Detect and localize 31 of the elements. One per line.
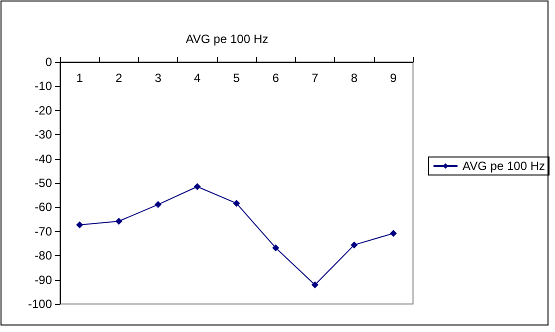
- y-tick-label: -100: [28, 297, 52, 311]
- chart-title: AVG pe 100 Hz: [186, 32, 268, 46]
- point: [194, 183, 201, 190]
- point: [390, 230, 397, 237]
- y-tick-label: -50: [34, 176, 52, 190]
- point: [115, 218, 122, 225]
- point: [233, 200, 240, 207]
- point: [311, 281, 318, 288]
- y-tick-label: -40: [34, 152, 52, 166]
- point: [350, 241, 358, 248]
- x-tick-label: 5: [233, 71, 240, 85]
- y-tick-label: -80: [34, 248, 52, 263]
- x-tick-label: 6: [272, 71, 280, 85]
- y-tick-label: -70: [34, 224, 52, 238]
- y-tick-label: -10: [34, 79, 52, 94]
- y-tick-label: -20: [34, 103, 52, 118]
- point: [272, 244, 280, 252]
- x-tick-label: 3: [154, 71, 162, 85]
- x-tick-label: 8: [350, 71, 358, 85]
- y-tick-label: -90: [34, 272, 52, 287]
- x-tick-label: 9: [390, 71, 398, 85]
- point: [76, 221, 84, 228]
- x-tick-label: 7: [312, 71, 319, 85]
- y-tick-label: -60: [34, 200, 52, 214]
- x-tick-label: 2: [115, 71, 122, 85]
- x-tick-label: 1: [76, 71, 84, 85]
- y-tick-label: -30: [34, 128, 52, 142]
- legend-label: AVG pe 100 Hz: [462, 159, 546, 173]
- x-tick-label: 4: [194, 71, 201, 85]
- y-tick-label: 0: [45, 55, 52, 69]
- point: [154, 201, 162, 208]
